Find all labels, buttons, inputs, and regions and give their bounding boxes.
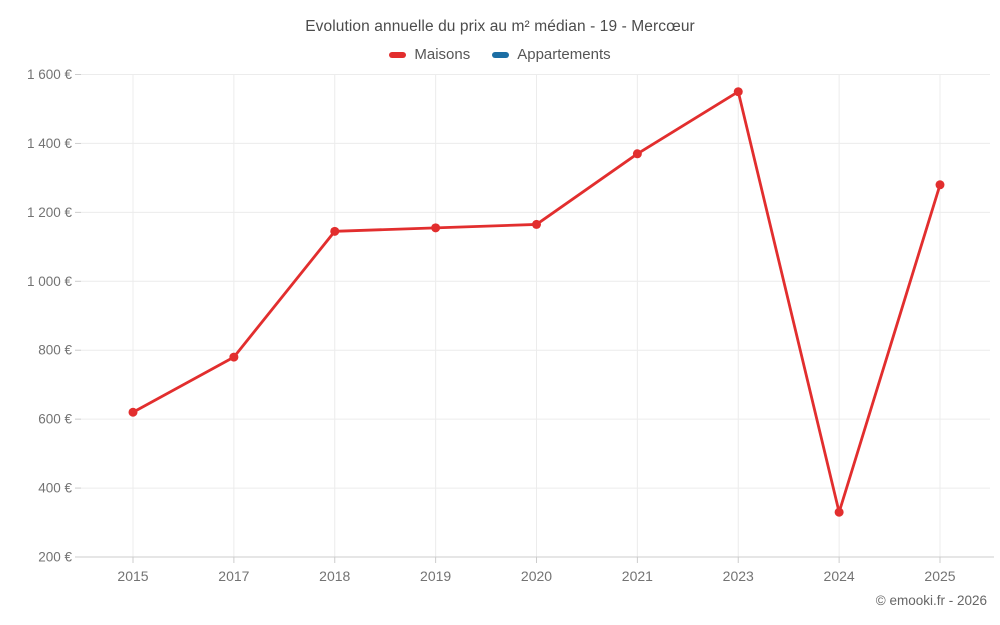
x-axis-label: 2023 xyxy=(723,568,754,584)
data-point-maisons-2025[interactable] xyxy=(935,180,945,190)
legend-label-appartements: Appartements xyxy=(517,46,611,63)
data-point-maisons-2020[interactable] xyxy=(532,219,541,229)
legend: Maisons Appartements xyxy=(0,46,1000,63)
y-axis-label: 600 € xyxy=(38,412,72,427)
watermark: © emooki.fr - 2026 xyxy=(875,593,987,608)
data-point-maisons-2015[interactable] xyxy=(128,407,138,417)
legend-item-maisons[interactable]: Maisons xyxy=(389,46,470,63)
x-axis-label: 2020 xyxy=(521,568,552,584)
data-point-maisons-2024[interactable] xyxy=(834,507,844,517)
y-axis-label: 1 600 € xyxy=(27,67,73,82)
maisons-series-swatch-icon xyxy=(389,51,407,58)
data-point-maisons-2018[interactable] xyxy=(330,226,340,236)
y-axis-label: 1 400 € xyxy=(27,136,73,151)
x-axis-label: 2024 xyxy=(824,568,855,584)
y-axis-label: 800 € xyxy=(38,343,72,358)
x-axis-label: 2017 xyxy=(218,568,249,584)
data-point-maisons-2023[interactable] xyxy=(733,87,743,97)
data-point-maisons-2021[interactable] xyxy=(632,149,642,159)
data-point-maisons-2019[interactable] xyxy=(431,223,441,233)
y-axis-label: 1 200 € xyxy=(27,205,73,220)
x-axis-label: 2025 xyxy=(924,568,955,584)
legend-item-appartements[interactable]: Appartements xyxy=(492,46,611,63)
legend-label-maisons: Maisons xyxy=(414,46,471,63)
y-axis-label: 1 000 € xyxy=(27,274,73,289)
y-axis-label: 200 € xyxy=(38,550,72,565)
x-axis-label: 2019 xyxy=(420,568,451,584)
data-point-maisons-2017[interactable] xyxy=(229,352,239,362)
y-axis-label: 400 € xyxy=(38,481,72,496)
x-axis-label: 2021 xyxy=(622,568,653,584)
x-axis-label: 2018 xyxy=(319,568,350,584)
appartements-series-swatch-icon xyxy=(492,51,510,58)
x-axis-label: 2015 xyxy=(117,568,148,584)
chart-title: Evolution annuelle du prix au m² médian … xyxy=(305,18,695,35)
